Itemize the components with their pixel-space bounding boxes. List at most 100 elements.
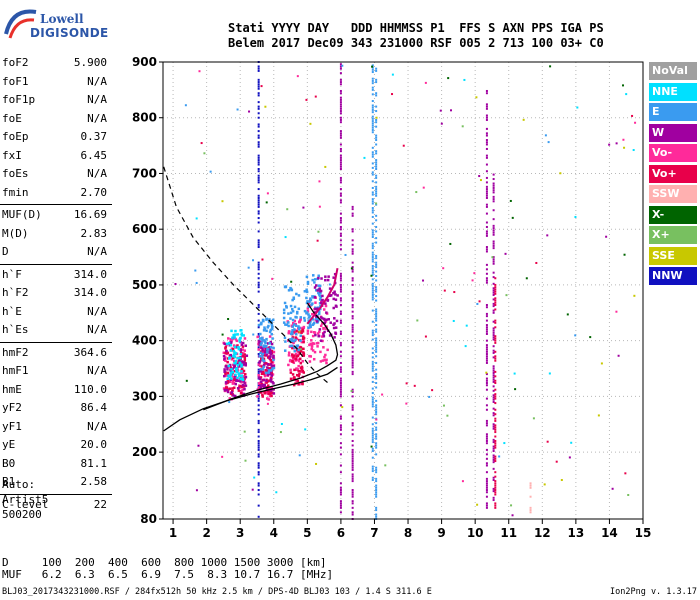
echo-dot xyxy=(238,361,242,365)
echo-dot xyxy=(339,103,342,106)
echo-dot xyxy=(485,344,488,347)
echo-dot xyxy=(257,230,260,233)
echo-dot xyxy=(494,357,497,360)
param-value: N/A xyxy=(87,304,107,318)
echo-dot xyxy=(257,455,260,458)
echo-dot xyxy=(428,395,431,398)
echo-dot xyxy=(485,279,488,282)
auto-label: Auto: xyxy=(2,478,36,491)
echo-dot xyxy=(375,444,378,447)
echo-dot xyxy=(371,429,374,432)
echo-dot xyxy=(371,447,374,450)
echo-dot xyxy=(339,136,342,139)
echo-dot xyxy=(226,371,230,375)
echo-dot xyxy=(339,163,342,166)
echo-dot xyxy=(546,440,549,443)
echo-dot xyxy=(485,504,488,507)
x-tick-label: 14 xyxy=(601,526,618,540)
echo-dot xyxy=(375,165,378,168)
echo-dot xyxy=(258,341,261,345)
echo-dot xyxy=(494,388,497,391)
echo-dot xyxy=(371,93,374,96)
auto-artist: Artist5 xyxy=(2,493,49,506)
echo-dot xyxy=(324,275,327,278)
echo-dot xyxy=(559,172,562,175)
echo-dot xyxy=(333,290,336,293)
echo-dot xyxy=(292,357,295,360)
echo-dot xyxy=(371,423,374,426)
echo-dot xyxy=(485,506,488,509)
echo-dot xyxy=(293,349,297,353)
echo-dot xyxy=(371,64,374,67)
echo-dot xyxy=(492,178,495,181)
echo-dot xyxy=(597,414,600,417)
echo-dot xyxy=(232,337,235,340)
echo-dot xyxy=(301,328,304,332)
echo-dot xyxy=(257,141,260,144)
echo-dot xyxy=(351,370,354,373)
echo-dot xyxy=(261,358,265,361)
echo-dot xyxy=(494,301,497,304)
echo-dot xyxy=(351,239,354,242)
echo-dot xyxy=(231,380,235,383)
lower-profile-curve xyxy=(163,366,338,432)
echo-dot xyxy=(351,477,354,480)
echo-dot xyxy=(229,341,233,344)
echo-dot xyxy=(485,319,488,322)
echo-dot xyxy=(485,190,488,193)
echo-dot xyxy=(266,351,269,354)
echo-dot xyxy=(295,292,298,296)
echo-dot xyxy=(339,299,342,302)
echo-dot xyxy=(371,229,374,232)
echo-dot xyxy=(375,509,378,512)
echo-dot xyxy=(485,203,488,206)
echo-dot xyxy=(240,389,243,393)
echo-dot xyxy=(413,384,416,387)
echo-dot xyxy=(339,143,342,146)
echo-dot xyxy=(316,307,319,310)
echo-dot xyxy=(263,344,266,348)
echo-dot xyxy=(257,116,260,119)
echo-dot xyxy=(492,189,495,192)
echo-dot xyxy=(485,147,488,150)
echo-dot xyxy=(287,312,290,315)
echo-dot xyxy=(574,334,577,337)
echo-dot xyxy=(334,304,338,308)
echo-dot xyxy=(371,456,374,459)
echo-dot xyxy=(371,356,374,359)
echo-dot xyxy=(271,277,274,280)
echo-dot xyxy=(485,194,488,197)
echo-dot xyxy=(371,351,374,354)
echo-dot xyxy=(236,369,240,372)
echo-dot xyxy=(371,258,374,261)
echo-dot xyxy=(233,364,236,367)
echo-dot xyxy=(287,354,291,357)
echo-dot xyxy=(292,341,295,345)
echo-dot xyxy=(312,331,316,334)
echo-dot xyxy=(264,371,268,375)
chart-grid xyxy=(163,61,644,520)
legend-item: SSE xyxy=(649,246,697,265)
echo-dot xyxy=(494,382,497,385)
legend-item: Vo+ xyxy=(649,164,697,183)
echo-dot xyxy=(371,86,374,89)
echo-dot xyxy=(299,316,303,319)
echo-dot xyxy=(195,489,198,492)
echo-dot xyxy=(351,208,354,211)
echo-dot xyxy=(313,286,317,289)
y-tick-label: 200 xyxy=(132,445,157,459)
echo-dot xyxy=(492,396,495,399)
echo-dot xyxy=(375,161,378,164)
echo-dot xyxy=(229,380,232,384)
echo-dot xyxy=(371,209,374,212)
echo-dot xyxy=(271,391,274,395)
echo-dot xyxy=(339,482,342,485)
echo-dot xyxy=(257,368,260,371)
echo-dot xyxy=(184,104,187,107)
echo-dot xyxy=(270,327,274,331)
echo-dot xyxy=(283,349,287,352)
echo-dot xyxy=(195,281,198,284)
echo-dot xyxy=(351,214,354,217)
echo-dot xyxy=(234,337,237,341)
echo-dot xyxy=(292,376,296,379)
